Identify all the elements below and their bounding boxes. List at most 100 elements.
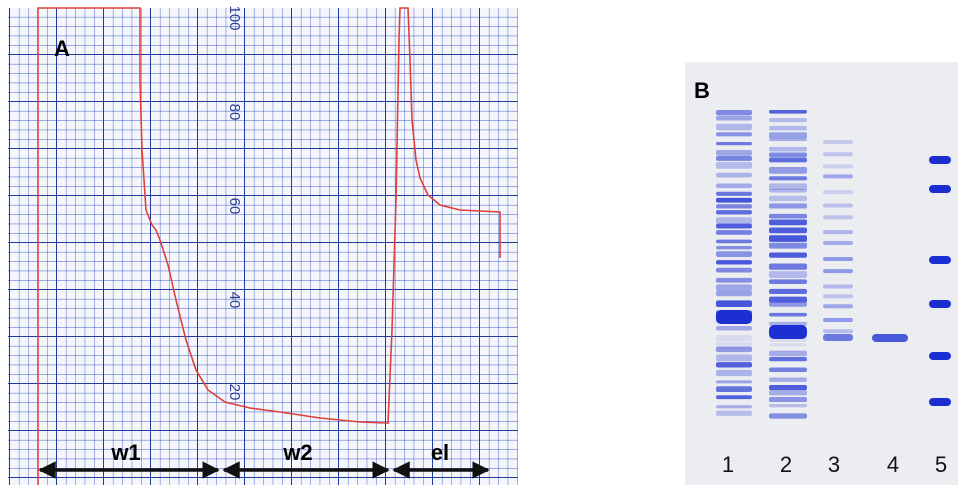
band: [769, 242, 807, 249]
scale-label: 60: [226, 198, 243, 215]
panel-a: A 100 80 60 40 20 w1 w2 el: [8, 5, 518, 485]
band: [716, 172, 752, 178]
band: [769, 325, 807, 339]
band: [929, 352, 951, 360]
band: [716, 410, 752, 416]
band: [769, 271, 807, 278]
band: [929, 185, 951, 193]
band: [823, 230, 853, 235]
band: [823, 317, 853, 322]
band: [716, 354, 752, 362]
band: [823, 164, 853, 169]
band: [716, 155, 752, 161]
band: [716, 386, 752, 393]
band: [769, 152, 807, 158]
band: [716, 123, 752, 131]
band: [769, 321, 807, 326]
segment-label: w2: [282, 440, 312, 465]
band: [769, 183, 807, 190]
band: [716, 197, 752, 203]
scale: 100 80 60 40 20: [226, 5, 243, 400]
band: [716, 251, 752, 258]
band: [929, 300, 951, 308]
lane-label: 4: [887, 452, 899, 477]
band: [716, 191, 752, 196]
band: [716, 335, 752, 342]
band: [716, 204, 752, 209]
lane-label: 3: [828, 452, 840, 477]
band: [769, 125, 807, 131]
band: [716, 284, 752, 291]
panel-label: A: [54, 36, 70, 61]
lane-label: 1: [722, 452, 734, 477]
band: [769, 195, 807, 202]
band: [716, 369, 752, 377]
band: [769, 279, 807, 284]
band: [823, 140, 853, 144]
band: [823, 334, 853, 341]
band: [716, 230, 752, 235]
band: [823, 152, 853, 157]
band: [769, 227, 807, 234]
band: [716, 341, 752, 349]
band: [769, 312, 807, 317]
band: [823, 294, 853, 299]
band: [929, 256, 951, 264]
band: [823, 203, 853, 208]
band: [769, 219, 807, 226]
band: [716, 395, 752, 400]
band: [769, 350, 807, 357]
band: [716, 380, 752, 384]
band: [769, 110, 807, 114]
band: [769, 146, 807, 152]
trace: [37, 7, 501, 485]
band: [769, 377, 807, 382]
band: [716, 239, 752, 244]
band: [716, 260, 752, 265]
panel-label: B: [694, 78, 710, 103]
band: [823, 304, 853, 309]
gel: [685, 62, 958, 485]
band: [716, 310, 752, 324]
band: [716, 245, 752, 250]
scale-label: 80: [226, 104, 243, 121]
band: [769, 252, 807, 258]
band: [716, 115, 752, 121]
bands: [716, 110, 951, 419]
band: [769, 138, 807, 142]
panel-b: B 1 2 3 4 5: [685, 62, 958, 485]
band: [716, 300, 752, 308]
band: [769, 357, 807, 362]
band: [929, 398, 951, 406]
band: [716, 110, 752, 116]
scale-label: 40: [226, 292, 243, 309]
band: [823, 240, 853, 245]
band: [716, 132, 752, 137]
band: [823, 269, 853, 274]
band: [823, 190, 853, 195]
band: [769, 166, 807, 174]
band: [769, 301, 807, 307]
band: [872, 334, 908, 342]
band: [769, 235, 807, 242]
band: [716, 405, 752, 409]
scale-label: 20: [226, 384, 243, 401]
band: [769, 296, 807, 303]
band: [716, 141, 752, 146]
band: [929, 156, 951, 164]
band: [769, 343, 807, 347]
band: [716, 267, 752, 273]
band: [716, 346, 752, 353]
band: [769, 403, 807, 408]
band: [769, 396, 807, 403]
band: [769, 157, 807, 163]
band: [769, 176, 807, 181]
band: [769, 203, 807, 209]
segment-label: el: [431, 440, 449, 465]
band: [769, 384, 807, 391]
band: [769, 263, 807, 270]
scale-label: 100: [226, 5, 243, 30]
band: [769, 390, 807, 396]
segment-label: w1: [110, 440, 140, 465]
